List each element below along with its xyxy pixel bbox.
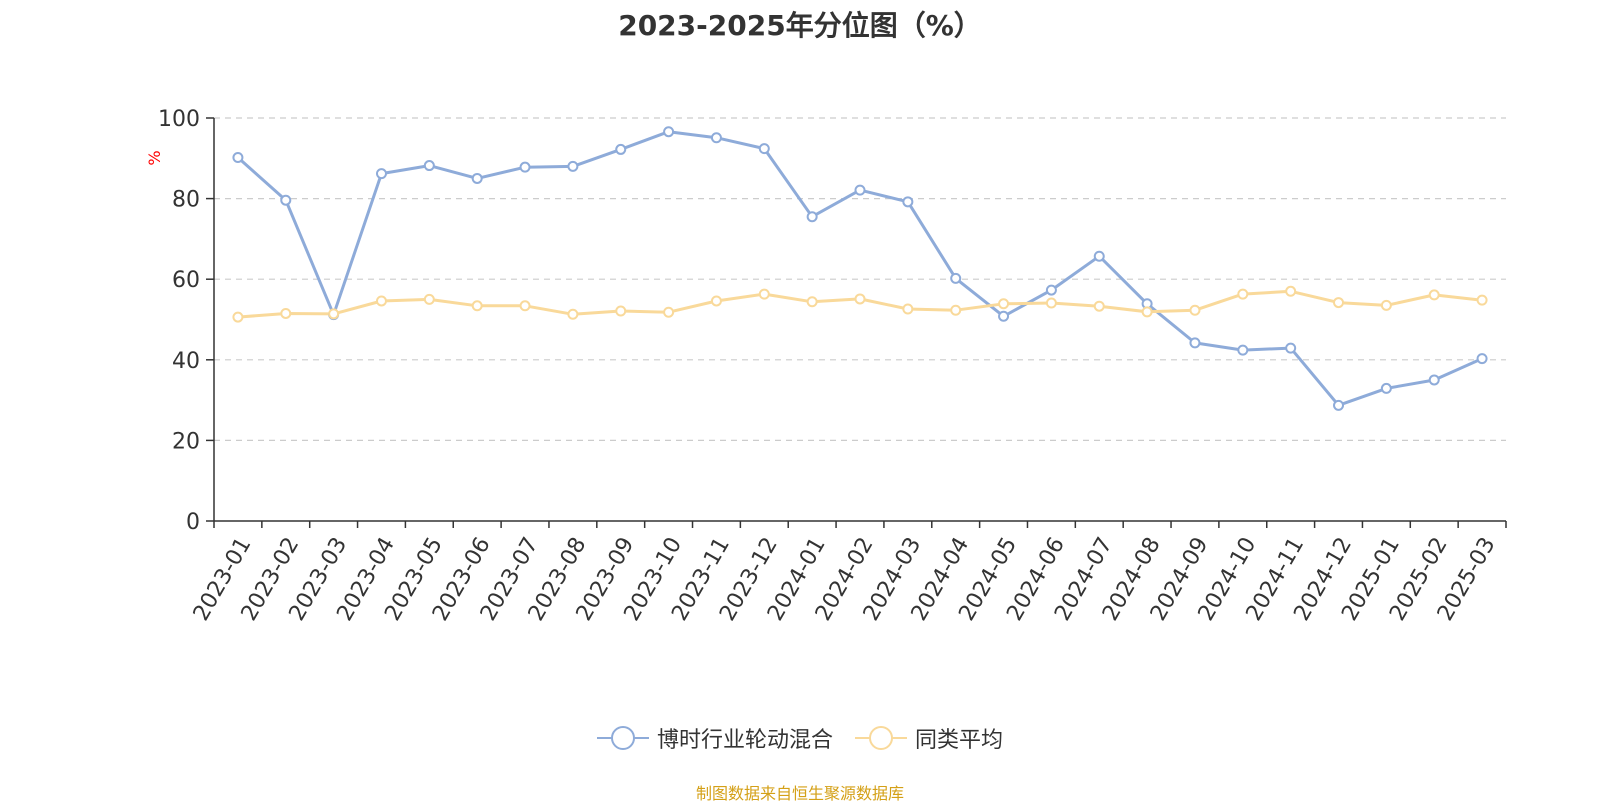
series-line-1	[236, 130, 1483, 407]
data-point-series-2[interactable]	[423, 293, 435, 305]
data-point-series-2[interactable]	[1045, 297, 1057, 309]
legend-label-series-2: 同类平均	[915, 728, 1004, 753]
data-point-series-2[interactable]	[710, 295, 722, 307]
data-point-series-2[interactable]	[1333, 297, 1345, 309]
data-point-series-1[interactable]	[663, 126, 675, 138]
y-tick-label: 60	[172, 268, 200, 293]
data-point-series-1[interactable]	[1285, 342, 1297, 354]
x-tick-labels: 2023-012023-022023-032023-042023-052023-…	[189, 533, 1501, 625]
data-point-series-2[interactable]	[328, 308, 340, 320]
y-tick-label: 100	[158, 107, 200, 132]
data-point-series-1[interactable]	[232, 151, 244, 163]
legend-label-series-1: 博时行业轮动混合	[656, 728, 833, 753]
data-point-series-1[interactable]	[1093, 250, 1105, 262]
data-point-series-2[interactable]	[806, 296, 818, 308]
data-point-series-1[interactable]	[854, 184, 866, 196]
data-point-series-1[interactable]	[1045, 284, 1057, 296]
legend-item-series-1[interactable]: 博时行业轮动混合	[596, 722, 833, 754]
data-point-series-2[interactable]	[1141, 306, 1153, 318]
data-point-series-2[interactable]	[519, 300, 531, 312]
data-point-series-1[interactable]	[567, 160, 579, 172]
legend-item-series-2[interactable]: 同类平均	[855, 722, 1003, 754]
data-point-series-1[interactable]	[615, 143, 627, 155]
data-point-series-2[interactable]	[1093, 300, 1105, 312]
data-point-series-1[interactable]	[1476, 353, 1488, 365]
data-point-series-2[interactable]	[232, 311, 244, 323]
data-point-series-2[interactable]	[758, 288, 770, 300]
data-point-series-2[interactable]	[1237, 288, 1249, 300]
data-point-series-1[interactable]	[280, 194, 292, 206]
data-point-series-1[interactable]	[710, 132, 722, 144]
data-point-series-1[interactable]	[950, 272, 962, 284]
data-point-series-1[interactable]	[1380, 382, 1392, 394]
y-tick-label: 0	[186, 510, 200, 535]
legend: 博时行业轮动混合 同类平均	[0, 722, 1600, 754]
data-point-series-1[interactable]	[902, 196, 914, 208]
grid-lines	[214, 117, 1506, 441]
data-point-series-2[interactable]	[1428, 289, 1440, 301]
data-point-series-2[interactable]	[1476, 294, 1488, 306]
data-point-series-2[interactable]	[471, 300, 483, 312]
series-lines	[232, 126, 1488, 411]
source-note: 制图数据来自恒生聚源数据库	[695, 784, 904, 803]
data-point-series-1[interactable]	[1189, 337, 1201, 349]
data-point-series-1[interactable]	[998, 310, 1010, 322]
data-point-series-1[interactable]	[375, 168, 387, 180]
data-point-series-1[interactable]	[758, 143, 770, 155]
data-point-series-2[interactable]	[1285, 285, 1297, 297]
data-point-series-2[interactable]	[854, 293, 866, 305]
data-point-series-1[interactable]	[519, 161, 531, 173]
data-point-series-2[interactable]	[998, 298, 1010, 310]
y-axis-label: %	[145, 150, 164, 165]
chart-title: 2023-2025年分位图（%）	[618, 9, 982, 42]
data-point-series-1[interactable]	[423, 160, 435, 172]
data-point-series-2[interactable]	[1189, 304, 1201, 316]
data-point-series-2[interactable]	[902, 303, 914, 315]
data-point-series-1[interactable]	[806, 211, 818, 223]
legend-marker-series-1	[596, 726, 649, 750]
data-point-series-2[interactable]	[663, 306, 675, 318]
y-tick-labels: 0 20 40 60 80 100	[158, 107, 200, 535]
legend-marker-series-2	[855, 726, 907, 750]
data-point-series-1[interactable]	[1333, 399, 1345, 411]
data-point-series-2[interactable]	[567, 308, 579, 320]
axes	[206, 117, 1507, 528]
data-point-series-2[interactable]	[375, 295, 387, 307]
data-point-series-1[interactable]	[1428, 374, 1440, 386]
y-tick-label: 20	[172, 429, 200, 454]
data-point-series-2[interactable]	[615, 305, 627, 317]
y-tick-label: 80	[172, 188, 200, 213]
y-tick-label: 40	[172, 349, 200, 374]
data-point-series-1[interactable]	[471, 172, 483, 184]
data-point-series-2[interactable]	[280, 307, 292, 319]
data-point-series-2[interactable]	[1380, 299, 1392, 311]
data-point-series-2[interactable]	[950, 304, 962, 316]
data-point-series-1[interactable]	[1237, 344, 1249, 356]
